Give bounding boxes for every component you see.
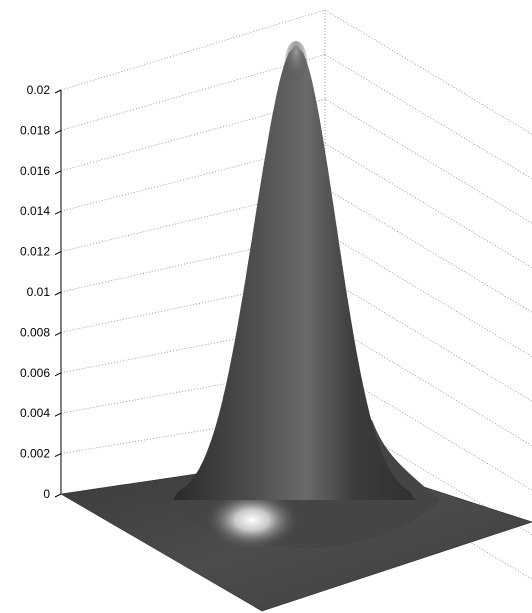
z-tick-mark-8 — [54, 170, 62, 175]
z-tick-mark-3 — [54, 372, 62, 377]
z-tick-label-5: 0.01 — [27, 285, 51, 299]
grid-line-right-4 — [324, 276, 532, 402]
grid-line-left-8 — [60, 98, 326, 172]
peak-body — [173, 45, 415, 500]
z-tick-label-4: 0.008 — [20, 325, 50, 339]
z-tick-label-3: 0.006 — [20, 366, 50, 380]
grid-line-right-6 — [324, 187, 532, 313]
grid-line-left-7 — [60, 143, 326, 212]
grid-line-left-6 — [60, 187, 326, 252]
z-tick-label-7: 0.014 — [20, 204, 50, 218]
surface-highlight — [204, 490, 300, 550]
z-axis — [54, 89, 62, 498]
z-tick-mark-7 — [54, 210, 62, 215]
grid-line-left-10 — [60, 9, 326, 91]
grid-line-right-3 — [324, 321, 532, 447]
z-tick-mark-6 — [54, 251, 62, 256]
grid-line-right-2 — [324, 365, 532, 491]
grid-line-right-10 — [324, 9, 532, 135]
z-tick-label-6: 0.012 — [20, 245, 50, 259]
z-tick-label-1: 0.002 — [20, 447, 50, 461]
z-tick-mark-4 — [54, 331, 62, 336]
z-tick-label-0: 0 — [43, 487, 50, 501]
z-tick-labels: 0 0.002 0.004 0.006 0.008 0.01 0.012 0.014 0.016… — [20, 83, 50, 501]
grid-line-right-7 — [324, 143, 532, 269]
surface — [60, 41, 532, 612]
z-tick-label-2: 0.004 — [20, 406, 50, 420]
z-tick-label-8: 0.016 — [20, 164, 50, 178]
grid-line-left-9 — [60, 54, 326, 131]
z-tick-mark-1 — [54, 453, 62, 458]
grid-line-right-8 — [324, 98, 532, 224]
z-tick-mark-9 — [54, 129, 62, 134]
z-tick-mark-2 — [54, 412, 62, 417]
z-tick-mark-10 — [54, 89, 62, 94]
grid-line-right-5 — [324, 232, 532, 358]
grid-line-right-9 — [324, 54, 532, 180]
z-tick-mark-5 — [54, 291, 62, 296]
z-tick-mark-0 — [54, 493, 62, 498]
peak-tip-shine — [284, 41, 308, 93]
z-tick-label-9: 0.018 — [20, 123, 50, 137]
z-tick-label-10: 0.02 — [27, 83, 51, 97]
